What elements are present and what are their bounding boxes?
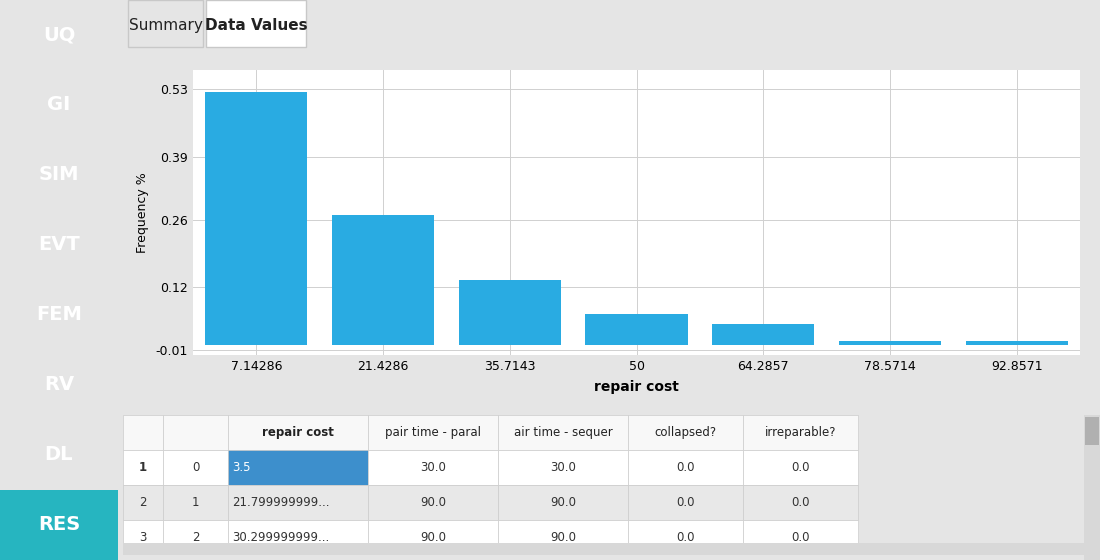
Bar xyxy=(742,415,858,450)
Bar xyxy=(498,450,628,485)
Text: collapsed?: collapsed? xyxy=(654,426,716,439)
Text: irreparable?: irreparable? xyxy=(764,426,836,439)
Bar xyxy=(123,520,163,555)
Bar xyxy=(206,0,306,47)
Bar xyxy=(459,280,561,346)
Text: 90.0: 90.0 xyxy=(420,531,446,544)
Text: 0: 0 xyxy=(191,461,199,474)
Text: Data Values: Data Values xyxy=(205,18,307,33)
Bar xyxy=(123,415,163,450)
Text: 3.5: 3.5 xyxy=(232,461,251,474)
Text: 0.0: 0.0 xyxy=(791,496,810,509)
Bar xyxy=(585,314,688,346)
Text: 90.0: 90.0 xyxy=(420,496,446,509)
Text: GI: GI xyxy=(47,96,70,114)
Bar xyxy=(123,450,163,485)
Y-axis label: Frequency %: Frequency % xyxy=(135,172,149,253)
Bar xyxy=(123,543,1084,555)
Bar xyxy=(742,485,858,520)
Bar xyxy=(228,450,368,485)
Text: RES: RES xyxy=(37,516,80,534)
Bar xyxy=(628,450,742,485)
Bar xyxy=(123,485,163,520)
Text: RV: RV xyxy=(44,376,74,394)
Bar xyxy=(628,520,742,555)
Text: 2: 2 xyxy=(191,531,199,544)
Text: repair cost: repair cost xyxy=(262,426,334,439)
Text: 21.799999999...: 21.799999999... xyxy=(232,496,330,509)
Text: 0.0: 0.0 xyxy=(676,496,695,509)
Bar xyxy=(332,215,434,346)
Bar xyxy=(498,415,628,450)
Text: 3: 3 xyxy=(140,531,146,544)
Text: 0.0: 0.0 xyxy=(676,461,695,474)
Bar xyxy=(0,490,118,560)
Bar xyxy=(368,415,498,450)
Text: 0.0: 0.0 xyxy=(676,531,695,544)
Text: EVT: EVT xyxy=(39,236,80,254)
Bar xyxy=(128,0,204,47)
Bar xyxy=(163,485,228,520)
Bar xyxy=(163,450,228,485)
Bar xyxy=(163,520,228,555)
Bar xyxy=(498,485,628,520)
Text: UQ: UQ xyxy=(43,26,75,44)
Text: Summary: Summary xyxy=(129,18,202,33)
Bar xyxy=(228,520,368,555)
Text: 30.0: 30.0 xyxy=(420,461,446,474)
Bar xyxy=(628,485,742,520)
Text: pair time - paral: pair time - paral xyxy=(385,426,481,439)
Bar xyxy=(1084,415,1100,560)
Text: 90.0: 90.0 xyxy=(550,531,576,544)
Text: DL: DL xyxy=(45,446,74,464)
Text: FEM: FEM xyxy=(36,306,81,324)
Bar xyxy=(966,342,1068,346)
Bar xyxy=(163,415,228,450)
Text: 2: 2 xyxy=(140,496,146,509)
Bar xyxy=(368,485,498,520)
Bar xyxy=(228,415,368,450)
Text: SIM: SIM xyxy=(39,166,79,184)
Text: 90.0: 90.0 xyxy=(550,496,576,509)
Text: 1: 1 xyxy=(191,496,199,509)
Text: air time - sequer: air time - sequer xyxy=(514,426,613,439)
Bar xyxy=(206,92,307,346)
Text: 30.0: 30.0 xyxy=(550,461,576,474)
X-axis label: repair cost: repair cost xyxy=(594,380,679,394)
Text: 1: 1 xyxy=(139,461,147,474)
Bar xyxy=(628,415,742,450)
Text: 0.0: 0.0 xyxy=(791,461,810,474)
Text: 0.0: 0.0 xyxy=(791,531,810,544)
Bar xyxy=(1085,417,1099,445)
Bar xyxy=(742,520,858,555)
Bar xyxy=(498,520,628,555)
Bar xyxy=(839,342,940,346)
Bar xyxy=(228,485,368,520)
Bar xyxy=(368,450,498,485)
Text: 30.299999999...: 30.299999999... xyxy=(232,531,329,544)
Bar xyxy=(368,520,498,555)
Bar xyxy=(712,324,814,346)
Bar xyxy=(742,450,858,485)
